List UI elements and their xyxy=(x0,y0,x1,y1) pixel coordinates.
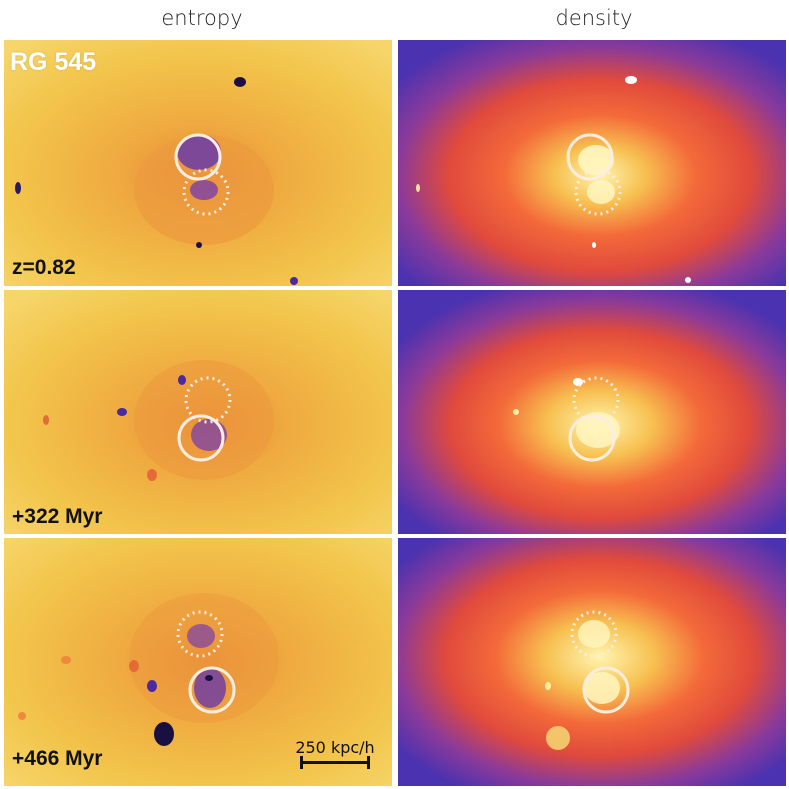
entropy-panel-row1 xyxy=(4,40,392,286)
row1-time-label: z=0.82 xyxy=(12,256,76,279)
scale-bar-label: 250 kpc/h xyxy=(295,738,375,757)
scale-bar: 250 kpc/h xyxy=(292,738,378,769)
row3-time-label: +466 Myr xyxy=(12,747,103,770)
density-column-title: density xyxy=(555,6,633,30)
entropy-panel-row2 xyxy=(4,290,392,534)
scale-bar-line xyxy=(300,756,370,769)
entropy-column-title: entropy xyxy=(161,6,243,30)
density-panel-row3 xyxy=(398,538,786,786)
entropy-panel-row3 xyxy=(4,538,392,786)
density-panel-row2 xyxy=(398,290,786,534)
density-panel-row1 xyxy=(398,40,786,286)
row2-time-label: +322 Myr xyxy=(12,505,103,528)
object-label: RG 545 xyxy=(10,48,97,76)
